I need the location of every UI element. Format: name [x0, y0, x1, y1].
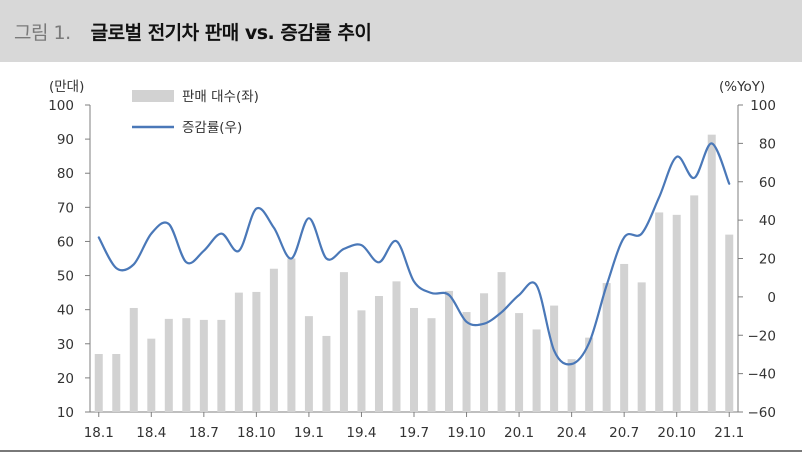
x-tick-label: 18.1	[84, 425, 114, 441]
bar	[339, 272, 348, 412]
figure-title: 글로벌 전기차 판매 vs. 증감률 추이	[90, 21, 372, 44]
legend-bar-label: 판매 대수(좌)	[182, 89, 259, 105]
x-axis-ticks: 18.1 18.4 18.7 18.10 19.1 19.4 19.7 19.10 20.1 20…	[84, 412, 744, 441]
left-tick-label: 20	[57, 371, 74, 387]
left-tick-label: 100	[48, 98, 74, 114]
bar	[304, 316, 313, 412]
bar	[480, 293, 489, 412]
x-tick-label: 19.1	[294, 425, 324, 441]
right-axis-ticks: −60 −40 −20 0 20 40 60 80 100	[738, 98, 776, 421]
left-tick-label: 40	[57, 303, 74, 319]
x-tick-label: 19.10	[447, 425, 486, 441]
bar	[182, 318, 191, 412]
right-tick-label: −20	[748, 328, 777, 344]
right-tick-label: 100	[750, 98, 776, 114]
x-tick-label: 18.7	[189, 425, 219, 441]
x-tick-label: 20.7	[609, 425, 639, 441]
bar	[147, 338, 156, 412]
x-tick-label: 18.10	[237, 425, 276, 441]
left-tick-label: 90	[57, 132, 74, 148]
legend-bar-swatch	[132, 90, 174, 102]
right-tick-label: 0	[767, 290, 776, 306]
bar	[532, 329, 541, 412]
x-tick-label: 20.10	[657, 425, 696, 441]
bar	[374, 296, 383, 412]
left-tick-label: 10	[57, 405, 74, 421]
bar	[462, 312, 471, 412]
bar	[392, 281, 401, 412]
bar	[112, 354, 121, 412]
left-tick-label: 70	[57, 200, 74, 216]
bar	[164, 318, 173, 412]
bar	[585, 337, 594, 412]
x-tick-label: 19.7	[399, 425, 429, 441]
bar	[707, 134, 716, 412]
right-tick-label: 80	[759, 136, 776, 152]
bar	[322, 335, 331, 412]
left-tick-label: 60	[57, 234, 74, 250]
bar	[287, 258, 296, 412]
bar	[690, 195, 699, 412]
legend: 판매 대수(좌) 증감률(우)	[132, 89, 259, 136]
bar	[410, 307, 418, 412]
left-tick-label: 30	[57, 337, 74, 353]
bar	[637, 282, 646, 412]
right-tick-label: 20	[759, 252, 776, 268]
x-tick-label: 20.1	[504, 425, 534, 441]
bar-series	[94, 134, 734, 412]
bar	[357, 310, 366, 412]
right-tick-label: 40	[759, 213, 776, 229]
right-axis-unit: (%YoY)	[719, 79, 765, 95]
bar	[515, 313, 524, 412]
x-tick-label: 19.4	[346, 425, 376, 441]
right-tick-label: −60	[748, 405, 777, 421]
bar	[672, 214, 681, 412]
bar	[655, 212, 664, 412]
left-tick-label: 80	[57, 166, 74, 182]
left-axis-unit: (만대)	[49, 79, 84, 95]
right-tick-label: 60	[759, 175, 776, 191]
left-axis-ticks: 10 20 30 40 50 60 70 80 90 100	[48, 98, 90, 421]
left-tick-label: 50	[57, 269, 74, 285]
bar	[602, 283, 611, 412]
figure-label: 그림 1.	[14, 21, 71, 44]
figure-header: 그림 1. 글로벌 전기차 판매 vs. 증감률 추이	[0, 0, 802, 62]
bar	[620, 263, 629, 412]
bar	[129, 307, 138, 412]
x-tick-label: 21.1	[714, 425, 744, 441]
bar	[234, 292, 243, 412]
line-series-path	[97, 142, 731, 366]
bar	[199, 319, 208, 412]
bar	[550, 305, 559, 412]
x-tick-label: 18.4	[136, 425, 166, 441]
bar	[94, 354, 103, 412]
bar	[497, 272, 506, 412]
bar	[217, 319, 226, 412]
legend-line-label: 증감률(우)	[182, 120, 242, 136]
bar	[252, 291, 261, 412]
bar	[269, 268, 278, 412]
bar	[567, 359, 576, 412]
bar	[445, 290, 454, 412]
bar	[725, 234, 734, 412]
right-tick-label: −40	[748, 367, 777, 383]
x-tick-label: 20.4	[557, 425, 587, 441]
bar	[427, 318, 436, 412]
